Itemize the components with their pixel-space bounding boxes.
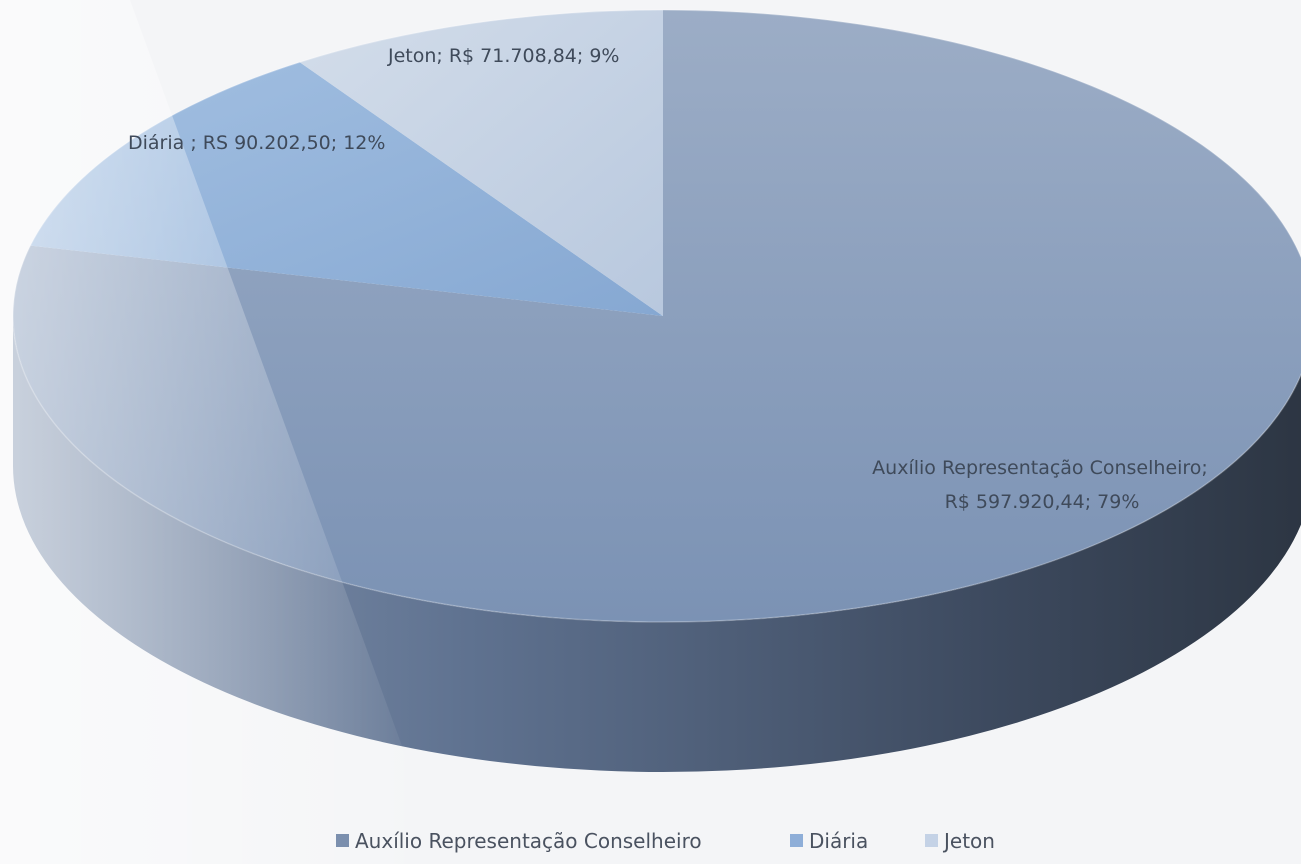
legend-item-auxilio: Auxílio Representação Conselheiro	[336, 829, 702, 853]
legend-item-jeton: Jeton	[925, 829, 995, 853]
legend-swatch-diaria	[790, 834, 803, 847]
data-label-diaria: Diária ; RS 90.202,50; 12%	[128, 132, 385, 154]
data-label-auxilio-value: R$ 597.920,44; 79%	[945, 491, 1140, 513]
legend-label-auxilio: Auxílio Representação Conselheiro	[355, 829, 702, 853]
pie-slice-auxilio	[13, 10, 1301, 622]
legend-swatch-jeton	[925, 834, 938, 847]
pie-slice-jeton	[299, 10, 663, 316]
legend: Auxílio Representação Conselheiro Diária J…	[336, 829, 995, 853]
legend-label-jeton: Jeton	[942, 829, 995, 853]
data-labels: Auxílio Representação Conselheiro; R$ 597…	[128, 45, 1208, 513]
data-label-auxilio: Auxílio Representação Conselheiro;	[872, 457, 1208, 479]
legend-item-diaria: Diária	[790, 829, 868, 853]
data-label-jeton: Jeton; R$ 71.708,84; 9%	[387, 45, 619, 67]
glare-band	[0, 0, 445, 864]
legend-label-diaria: Diária	[809, 829, 868, 853]
legend-swatch-auxilio	[336, 834, 349, 847]
glare-overlay	[0, 0, 445, 864]
